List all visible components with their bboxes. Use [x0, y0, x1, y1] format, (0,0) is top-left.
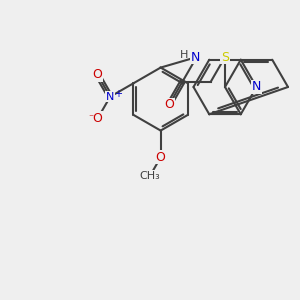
Text: ⁻: ⁻	[88, 113, 94, 124]
Text: CH₃: CH₃	[139, 171, 160, 182]
Text: O: O	[156, 151, 166, 164]
Text: H: H	[180, 50, 188, 60]
Text: N: N	[190, 51, 200, 64]
Text: +: +	[114, 89, 122, 99]
Text: S: S	[221, 51, 229, 64]
Text: N: N	[106, 92, 114, 102]
Text: O: O	[164, 98, 174, 111]
Text: O: O	[93, 112, 103, 125]
Text: O: O	[93, 68, 103, 81]
Text: N: N	[252, 80, 261, 94]
